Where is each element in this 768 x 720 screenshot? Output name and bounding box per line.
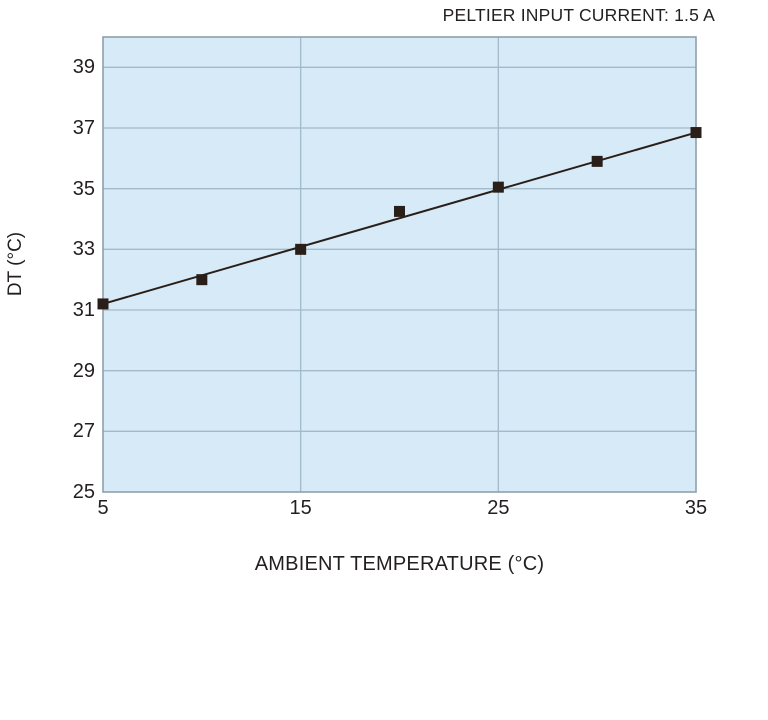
- y-tick-label: 37: [72, 117, 95, 139]
- y-axis-title: DT (°C): [5, 231, 26, 297]
- x-axis-title: AMBIENT TEMPERATURE (°C): [254, 553, 545, 575]
- y-tick-label: 35: [72, 177, 95, 200]
- data-point-marker: [690, 127, 702, 139]
- y-tick-label: 31: [72, 299, 95, 321]
- y-tick-label: 39: [72, 56, 95, 79]
- y-tick-label: 25: [72, 481, 95, 503]
- x-tick-label: 5: [97, 497, 109, 519]
- data-point-marker: [394, 205, 405, 217]
- data-point-marker: [196, 274, 208, 286]
- data-point-marker: [295, 243, 307, 255]
- y-tick-label: 27: [72, 420, 95, 443]
- x-tick-label: 15: [289, 497, 312, 519]
- plot-border: [102, 36, 697, 493]
- data-point-marker: [97, 298, 109, 310]
- chart-title: PELTIER INPUT CURRENT: 1.5 A: [442, 5, 715, 25]
- y-tick-label: 33: [72, 238, 95, 261]
- data-point-marker: [492, 181, 504, 193]
- x-tick-label: 25: [487, 497, 510, 519]
- y-tick-label: 29: [72, 359, 95, 382]
- data-point-marker: [591, 155, 603, 167]
- plot-background: [103, 37, 696, 492]
- x-tick-label: 35: [684, 497, 708, 519]
